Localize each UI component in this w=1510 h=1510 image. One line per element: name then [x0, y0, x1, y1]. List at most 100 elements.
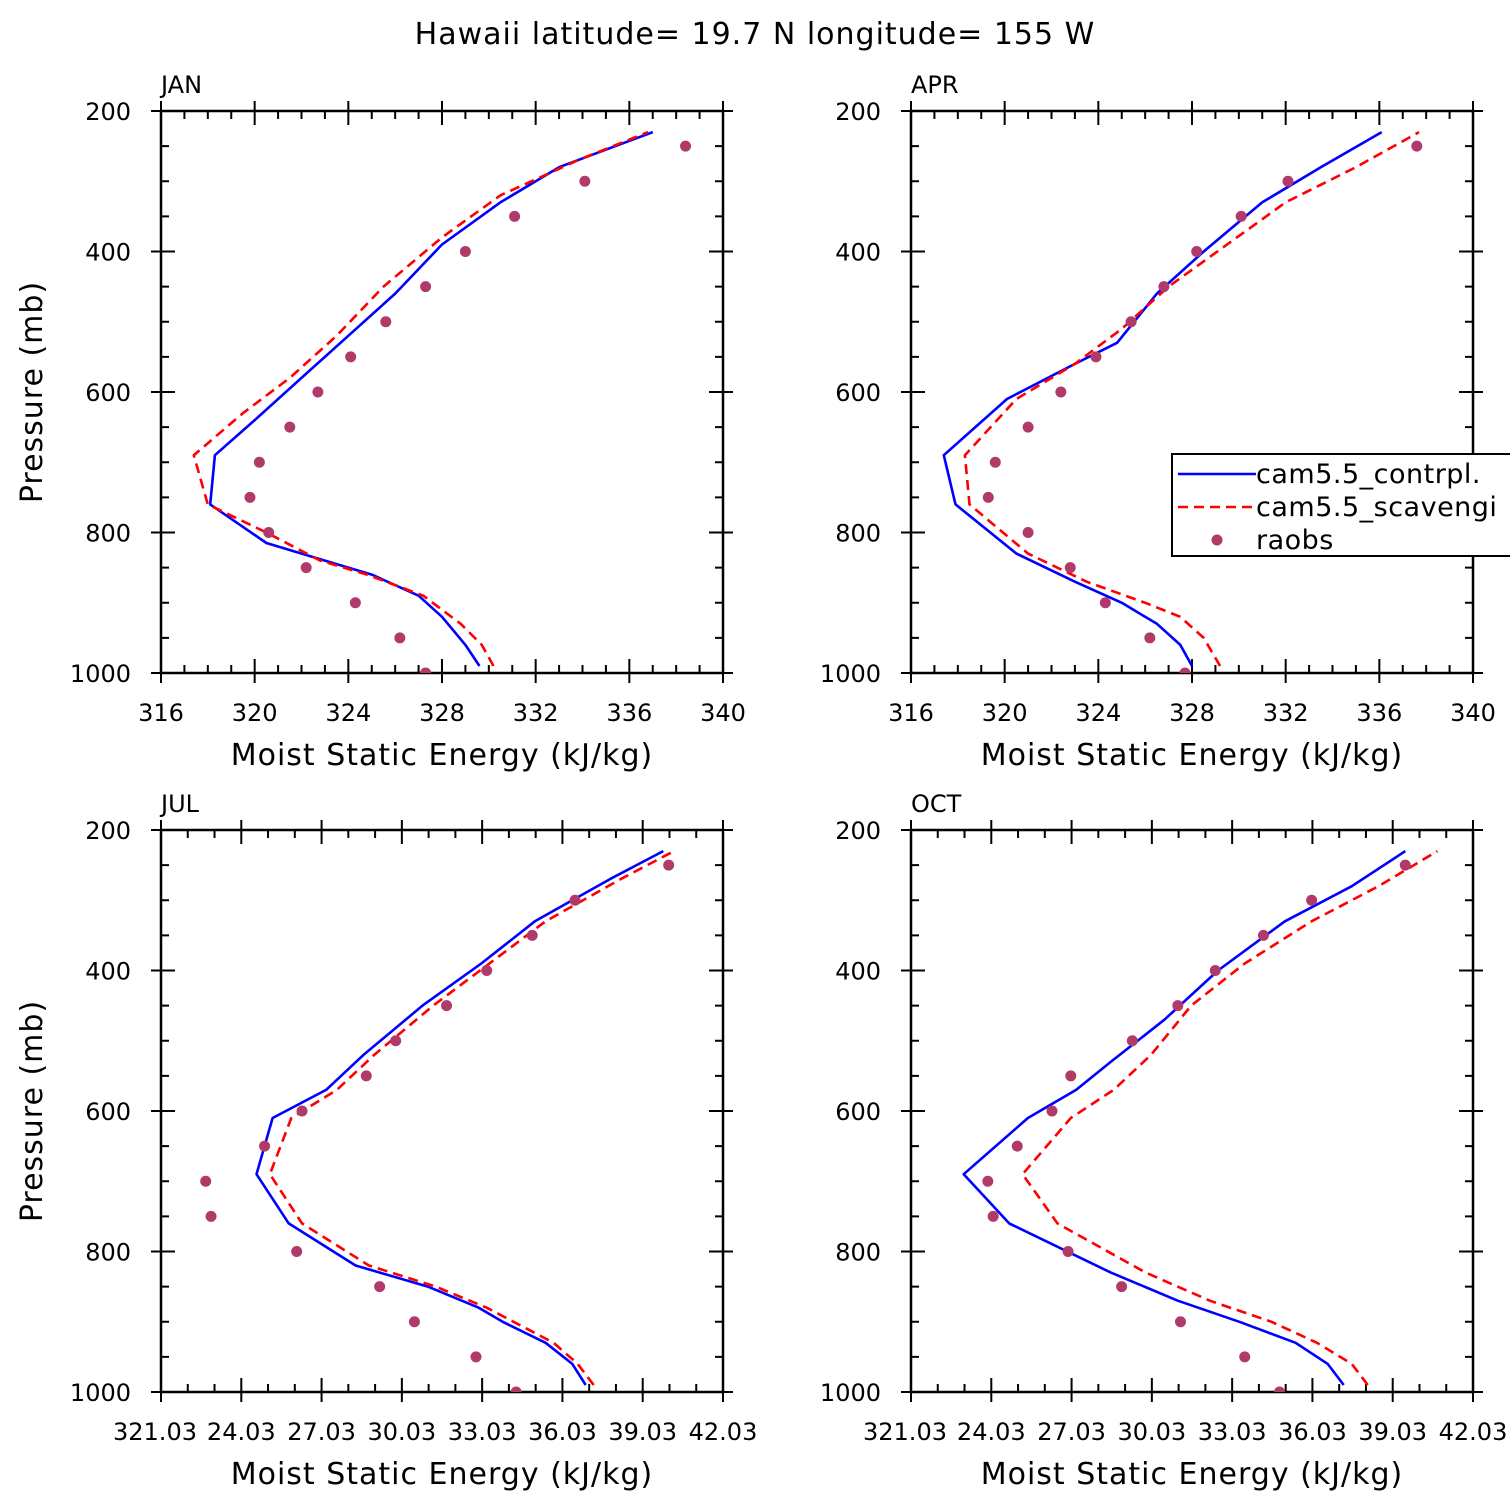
raobs-point	[420, 281, 432, 293]
raobs-point	[300, 562, 312, 574]
y-tick-label: 800	[85, 520, 131, 548]
x-tick-label: 27.03	[1037, 1418, 1106, 1446]
raobs-point	[380, 316, 392, 328]
raobs-point	[205, 1210, 217, 1222]
x-tick-label: 39.03	[1358, 1418, 1427, 1446]
x-axis-title: Moist Static Energy (kJ/kg)	[231, 1457, 654, 1492]
raobs-point	[408, 1316, 420, 1328]
raobs-point	[1064, 562, 1076, 574]
series-group	[942, 130, 1423, 673]
plot-frame	[909, 828, 1475, 1394]
x-tick-label: 332	[513, 699, 559, 727]
x-tick-label: 39.03	[608, 1418, 677, 1446]
raobs-point	[200, 1175, 212, 1187]
raobs-point	[360, 1070, 372, 1082]
y-axis-title: Pressure (mb)	[15, 281, 50, 503]
x-tick-label: 328	[419, 699, 465, 727]
x-tick-label: 27.03	[287, 1418, 356, 1446]
raobs-point	[1399, 859, 1411, 871]
raobs-point	[1022, 421, 1034, 433]
raobs-point	[579, 175, 591, 187]
raobs-point	[1306, 894, 1318, 906]
raobs-point	[510, 1386, 522, 1392]
y-tick-label: 800	[85, 1239, 131, 1267]
raobs-point	[1411, 140, 1423, 152]
x-tick-label: 316	[138, 699, 184, 727]
x-tick-label: 24.03	[957, 1418, 1026, 1446]
raobs-point	[470, 1351, 482, 1363]
y-tick-label: 1000	[820, 660, 881, 688]
x-tick-label: 340	[700, 699, 746, 727]
x-tick-label: 336	[606, 699, 652, 727]
panel-label: JAN	[159, 71, 202, 99]
raobs-point	[284, 421, 296, 433]
y-tick-label: 600	[835, 1098, 881, 1126]
x-tick-label: 320	[232, 699, 278, 727]
x-tick-label: 36.03	[528, 1418, 597, 1446]
x-tick-label: 316	[888, 699, 934, 727]
raobs-point	[989, 456, 1001, 468]
x-tick-label: 340	[1450, 699, 1496, 727]
raobs-point	[982, 1175, 994, 1187]
raobs-point	[987, 1210, 999, 1222]
raobs-point	[390, 1035, 402, 1047]
control-line	[942, 130, 1383, 667]
x-tick-label: 36.03	[1278, 1418, 1347, 1446]
raobs-point	[1099, 597, 1111, 609]
raobs-point	[509, 210, 521, 222]
x-tick-label: 33.03	[1198, 1418, 1267, 1446]
x-axis-title: Moist Static Energy (kJ/kg)	[981, 738, 1404, 773]
x-tick-label: 42.03	[689, 1418, 758, 1446]
plot-frame	[159, 828, 725, 1394]
raobs-point	[1065, 1070, 1077, 1082]
raobs-point	[259, 1140, 271, 1152]
y-tick-label: 600	[85, 1098, 131, 1126]
raobs-point	[1125, 316, 1137, 328]
panel-label: JUL	[159, 790, 200, 818]
raobs-point	[291, 1246, 303, 1257]
raobs-point	[680, 140, 692, 152]
x-axis-title: Moist Static Energy (kJ/kg)	[231, 738, 654, 773]
raobs-point	[441, 1000, 453, 1012]
scaveng-line	[963, 130, 1420, 667]
series-group	[192, 130, 692, 673]
panel-oct: 200 400 600 800 1000 321.03 24.03 27.03 30.03 33.…	[820, 790, 1507, 1492]
raobs-point	[1174, 1316, 1186, 1328]
scaveng-line	[192, 130, 649, 667]
scaveng-line	[1021, 849, 1439, 1386]
raobs-point	[569, 894, 581, 906]
control-line	[255, 849, 664, 1386]
y-tick-label: 1000	[70, 1379, 131, 1407]
raobs-point	[982, 491, 994, 503]
y-tick-label: 400	[835, 239, 881, 267]
chart-title: Hawaii latitude= 19.7 N longitude= 155 W	[415, 17, 1096, 52]
raobs-point	[253, 456, 265, 468]
legend-label: cam5.5_contrpl.	[1256, 459, 1481, 490]
raobs-point	[420, 667, 432, 673]
raobs-point	[349, 597, 361, 609]
y-tick-label: 200	[85, 98, 131, 126]
legend-swatch-marker	[1211, 534, 1223, 546]
scaveng-line	[268, 849, 675, 1386]
raobs-point	[1011, 1140, 1023, 1152]
x-tick-label: 42.03	[1439, 1418, 1508, 1446]
raobs-point	[1191, 246, 1203, 257]
raobs-point	[1126, 1035, 1138, 1047]
raobs-point	[1172, 1000, 1184, 1012]
y-tick-label: 800	[835, 1239, 881, 1267]
raobs-point	[459, 246, 471, 257]
x-tick-label: 320	[982, 699, 1028, 727]
x-tick-label: 30.03	[1117, 1418, 1186, 1446]
y-tick-label: 400	[835, 958, 881, 986]
raobs-point	[1179, 667, 1191, 673]
raobs-point	[1239, 1351, 1251, 1363]
raobs-point	[1257, 929, 1269, 941]
x-tick-label: 328	[1169, 699, 1215, 727]
raobs-point	[244, 491, 256, 503]
raobs-point	[526, 929, 538, 941]
raobs-point	[345, 351, 357, 363]
raobs-point	[481, 965, 493, 976]
x-tick-label: 30.03	[367, 1418, 436, 1446]
x-tick-label: 321.03	[863, 1418, 947, 1446]
